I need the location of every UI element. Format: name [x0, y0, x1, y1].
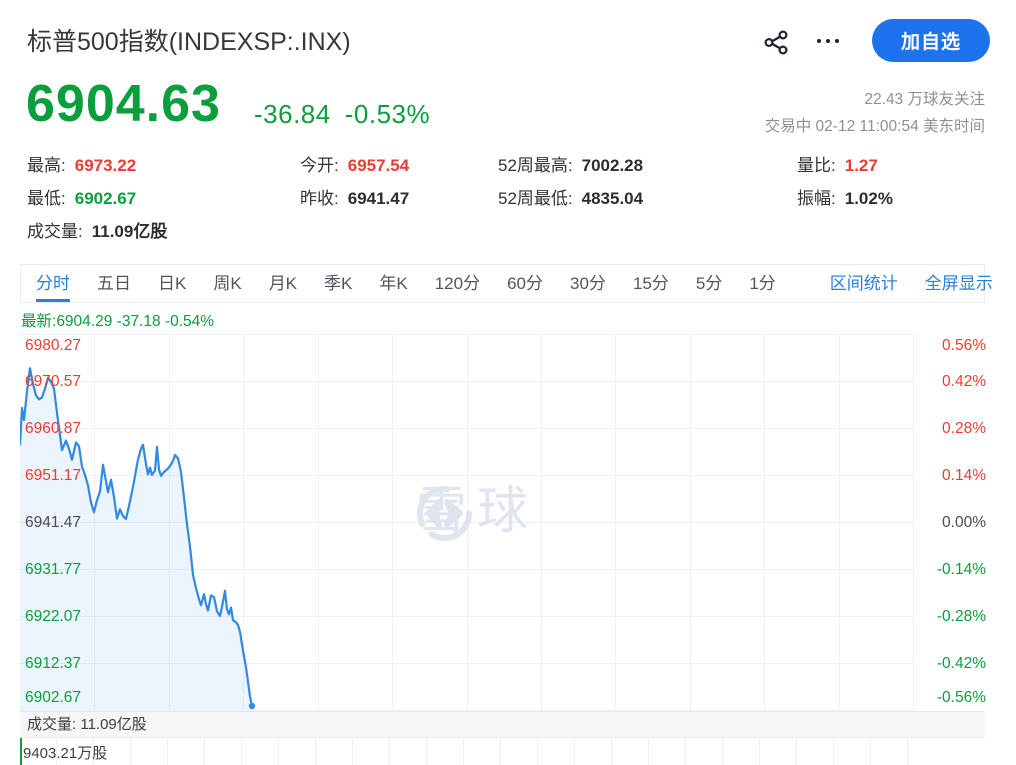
percent-axis-tick: -0.42%	[936, 655, 986, 672]
change-percent: -0.53%	[344, 99, 431, 129]
volume-pane[interactable]: 9403.21万股	[20, 738, 914, 765]
percent-axis-tick: 0.00%	[942, 514, 986, 531]
percent-axis: 0.56% 0.42% 0.28% 0.14% 0.00% -0.14% -0.28% -0.…	[914, 334, 986, 711]
stat-52wk-high: 52周最高: 7002.28	[498, 156, 644, 175]
add-to-watchlist-button[interactable]: 加自选	[872, 19, 990, 62]
trading-session-time: 交易中 02-12 11:00:54 美东时间	[764, 118, 985, 135]
stat-volume-ratio: 量比: 1.27	[797, 156, 878, 175]
price-axis-tick: 6980.27	[25, 337, 82, 354]
more-options-icon[interactable]	[812, 26, 844, 56]
percent-axis-tick: 0.42%	[942, 373, 986, 390]
stat-low: 最低: 6902.67	[27, 189, 137, 208]
percent-axis-tick: -0.28%	[936, 608, 986, 625]
tab-120min[interactable]: 120分	[434, 274, 481, 293]
percent-axis-tick: -0.14%	[936, 561, 986, 578]
chart-period-toolbar: 分时 五日 日K 周K 月K 季K 年K 120分 60分 30分 15分 5分 1分 区间统计 全屏显示	[20, 264, 993, 303]
fullscreen-link[interactable]: 全屏显示	[924, 274, 993, 293]
intraday-price-chart[interactable]: 6980.27 6970.57 6960.87 6951.17 6941.47 6931.…	[20, 334, 986, 711]
price-axis-tick: 6941.47	[25, 514, 82, 531]
price-axis-tick: 6951.17	[25, 467, 82, 484]
stat-open: 今开: 6957.54	[300, 156, 410, 175]
share-icon[interactable]	[762, 28, 790, 56]
stat-amplitude: 振幅: 1.02%	[797, 189, 893, 208]
tab-monthly-k[interactable]: 月K	[268, 274, 298, 293]
tab-yearly-k[interactable]: 年K	[379, 274, 408, 293]
price-axis-tick: 6922.07	[25, 608, 82, 625]
tab-60min[interactable]: 60分	[507, 274, 544, 293]
current-price: 6904.63	[26, 75, 221, 133]
stat-52wk-low: 52周最低: 4835.04	[498, 189, 644, 208]
price-axis-tick: 6902.67	[25, 689, 82, 706]
volume-summary-strip: 成交量: 11.09亿股	[20, 711, 985, 738]
price-line-plot	[20, 334, 914, 711]
stat-high: 最高: 6973.22	[27, 156, 137, 175]
percent-axis-tick: -0.56%	[936, 689, 986, 706]
price-axis-tick: 6960.87	[25, 420, 82, 437]
change-value: -36.84	[254, 99, 331, 129]
volume-scale-label: 9403.21万股	[23, 745, 108, 762]
range-statistics-link[interactable]: 区间统计	[829, 274, 898, 293]
percent-axis-tick: 0.14%	[942, 467, 986, 484]
tab-weekly-k[interactable]: 周K	[213, 274, 242, 293]
tab-daily-k[interactable]: 日K	[158, 274, 187, 293]
tab-30min[interactable]: 30分	[570, 274, 606, 293]
tab-minute[interactable]: 分时	[36, 265, 70, 302]
price-change: -36.84 -0.53%	[254, 101, 444, 127]
latest-quote-line: 最新:6904.29 -37.18 -0.54%	[21, 313, 215, 330]
percent-axis-tick: 0.28%	[942, 420, 986, 437]
tab-5min[interactable]: 5分	[695, 274, 723, 293]
page-title: 标普500指数(INDEXSP:.INX)	[27, 28, 351, 56]
percent-axis-tick: 0.56%	[942, 337, 986, 354]
price-axis-tick: 6970.57	[25, 373, 82, 390]
price-axis-tick: 6931.77	[25, 561, 82, 578]
tab-quarterly-k[interactable]: 季K	[324, 274, 353, 293]
tab-5day[interactable]: 五日	[97, 274, 131, 293]
tab-1min[interactable]: 1分	[749, 274, 776, 293]
stat-volume: 成交量: 11.09亿股	[27, 222, 168, 241]
tab-15min[interactable]: 15分	[632, 274, 669, 293]
price-axis-tick: 6912.37	[25, 655, 82, 672]
followers-count: 22.43 万球友关注	[864, 91, 985, 108]
volume-bar	[20, 738, 22, 765]
stat-prev-close: 昨收: 6941.47	[300, 189, 410, 208]
